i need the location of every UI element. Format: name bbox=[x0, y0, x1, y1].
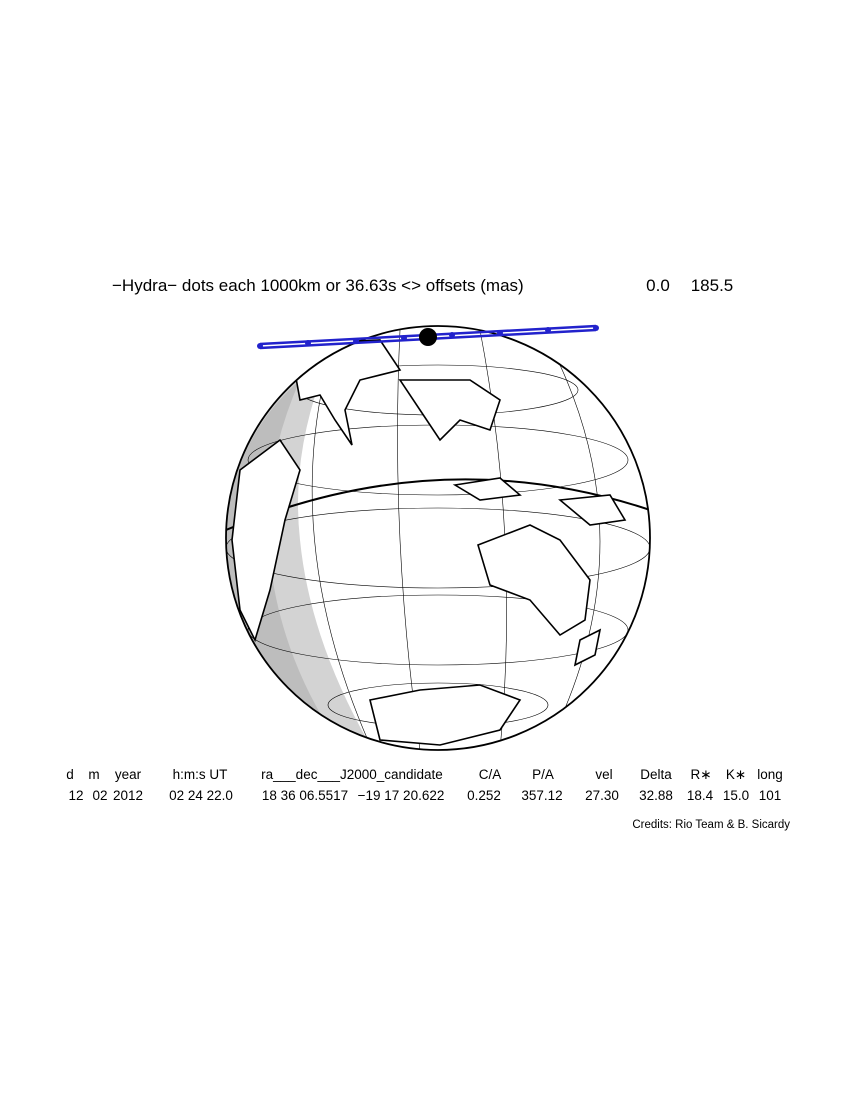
header-cell: year bbox=[115, 767, 142, 782]
value-cell: −19 17 20.622 bbox=[358, 788, 445, 803]
value-cell: 12 bbox=[68, 788, 83, 803]
header-cell: R∗ bbox=[690, 767, 711, 782]
header-cell: vel bbox=[595, 767, 612, 782]
header-cell: C/A bbox=[479, 767, 502, 782]
occultation-track bbox=[257, 324, 599, 350]
offset-y: 185.5 bbox=[691, 276, 734, 295]
header-cell: h:m:s UT bbox=[173, 767, 228, 782]
value-cell: 02 bbox=[92, 788, 107, 803]
header-cell: d bbox=[66, 767, 74, 782]
globe bbox=[225, 325, 651, 751]
value-cell: 18 36 06.5517 bbox=[262, 788, 348, 803]
value-cell: 357.12 bbox=[521, 788, 562, 803]
credits: Credits: Rio Team & B. Sicardy bbox=[632, 819, 790, 831]
value-cell: 32.88 bbox=[639, 788, 673, 803]
header-cell: m bbox=[88, 767, 99, 782]
value-cell: 15.0 bbox=[723, 788, 749, 803]
value-cell: 2012 bbox=[113, 788, 143, 803]
title: −Hydra− dots each 1000km or 36.63s <> of… bbox=[112, 276, 524, 295]
value-cell: 02 24 22.0 bbox=[169, 788, 233, 803]
header-cell: K∗ bbox=[726, 767, 746, 782]
header-cell: ra___dec___J2000_candidate bbox=[261, 767, 443, 782]
offset-x: 0.0 bbox=[646, 276, 670, 295]
header-cell: long bbox=[757, 767, 783, 782]
value-cell: 27.30 bbox=[585, 788, 619, 803]
value-cell: 0.252 bbox=[467, 788, 501, 803]
value-cell: 18.4 bbox=[687, 788, 714, 803]
header-cell: Delta bbox=[640, 767, 672, 782]
table-header: d m year h:m:s UT ra___dec___J2000_candi… bbox=[66, 767, 783, 782]
header-cell: P/A bbox=[532, 767, 554, 782]
table-values: 12 02 2012 02 24 22.0 18 36 06.5517 −19 … bbox=[68, 788, 781, 803]
value-cell: 101 bbox=[759, 788, 782, 803]
